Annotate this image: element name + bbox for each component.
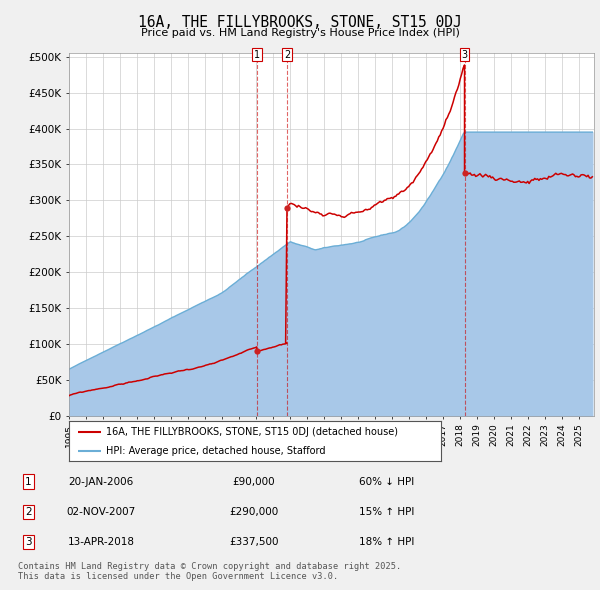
Text: 15% ↑ HPI: 15% ↑ HPI — [359, 507, 414, 517]
Text: 3: 3 — [25, 537, 31, 547]
Text: Contains HM Land Registry data © Crown copyright and database right 2025.
This d: Contains HM Land Registry data © Crown c… — [18, 562, 401, 581]
Text: 16A, THE FILLYBROOKS, STONE, ST15 0DJ: 16A, THE FILLYBROOKS, STONE, ST15 0DJ — [138, 15, 462, 30]
Text: 3: 3 — [461, 50, 467, 60]
Text: 1: 1 — [25, 477, 31, 487]
Text: 18% ↑ HPI: 18% ↑ HPI — [359, 537, 414, 547]
Text: 2: 2 — [284, 50, 290, 60]
Text: £290,000: £290,000 — [229, 507, 278, 517]
Text: 13-APR-2018: 13-APR-2018 — [68, 537, 135, 547]
Text: 20-JAN-2006: 20-JAN-2006 — [68, 477, 134, 487]
Text: £90,000: £90,000 — [233, 477, 275, 487]
Text: 02-NOV-2007: 02-NOV-2007 — [67, 507, 136, 517]
Text: Price paid vs. HM Land Registry's House Price Index (HPI): Price paid vs. HM Land Registry's House … — [140, 28, 460, 38]
Text: 16A, THE FILLYBROOKS, STONE, ST15 0DJ (detached house): 16A, THE FILLYBROOKS, STONE, ST15 0DJ (d… — [106, 427, 398, 437]
Text: 60% ↓ HPI: 60% ↓ HPI — [359, 477, 414, 487]
Text: HPI: Average price, detached house, Stafford: HPI: Average price, detached house, Staf… — [106, 445, 326, 455]
Text: 1: 1 — [254, 50, 260, 60]
Text: 2: 2 — [25, 507, 31, 517]
Text: £337,500: £337,500 — [229, 537, 278, 547]
